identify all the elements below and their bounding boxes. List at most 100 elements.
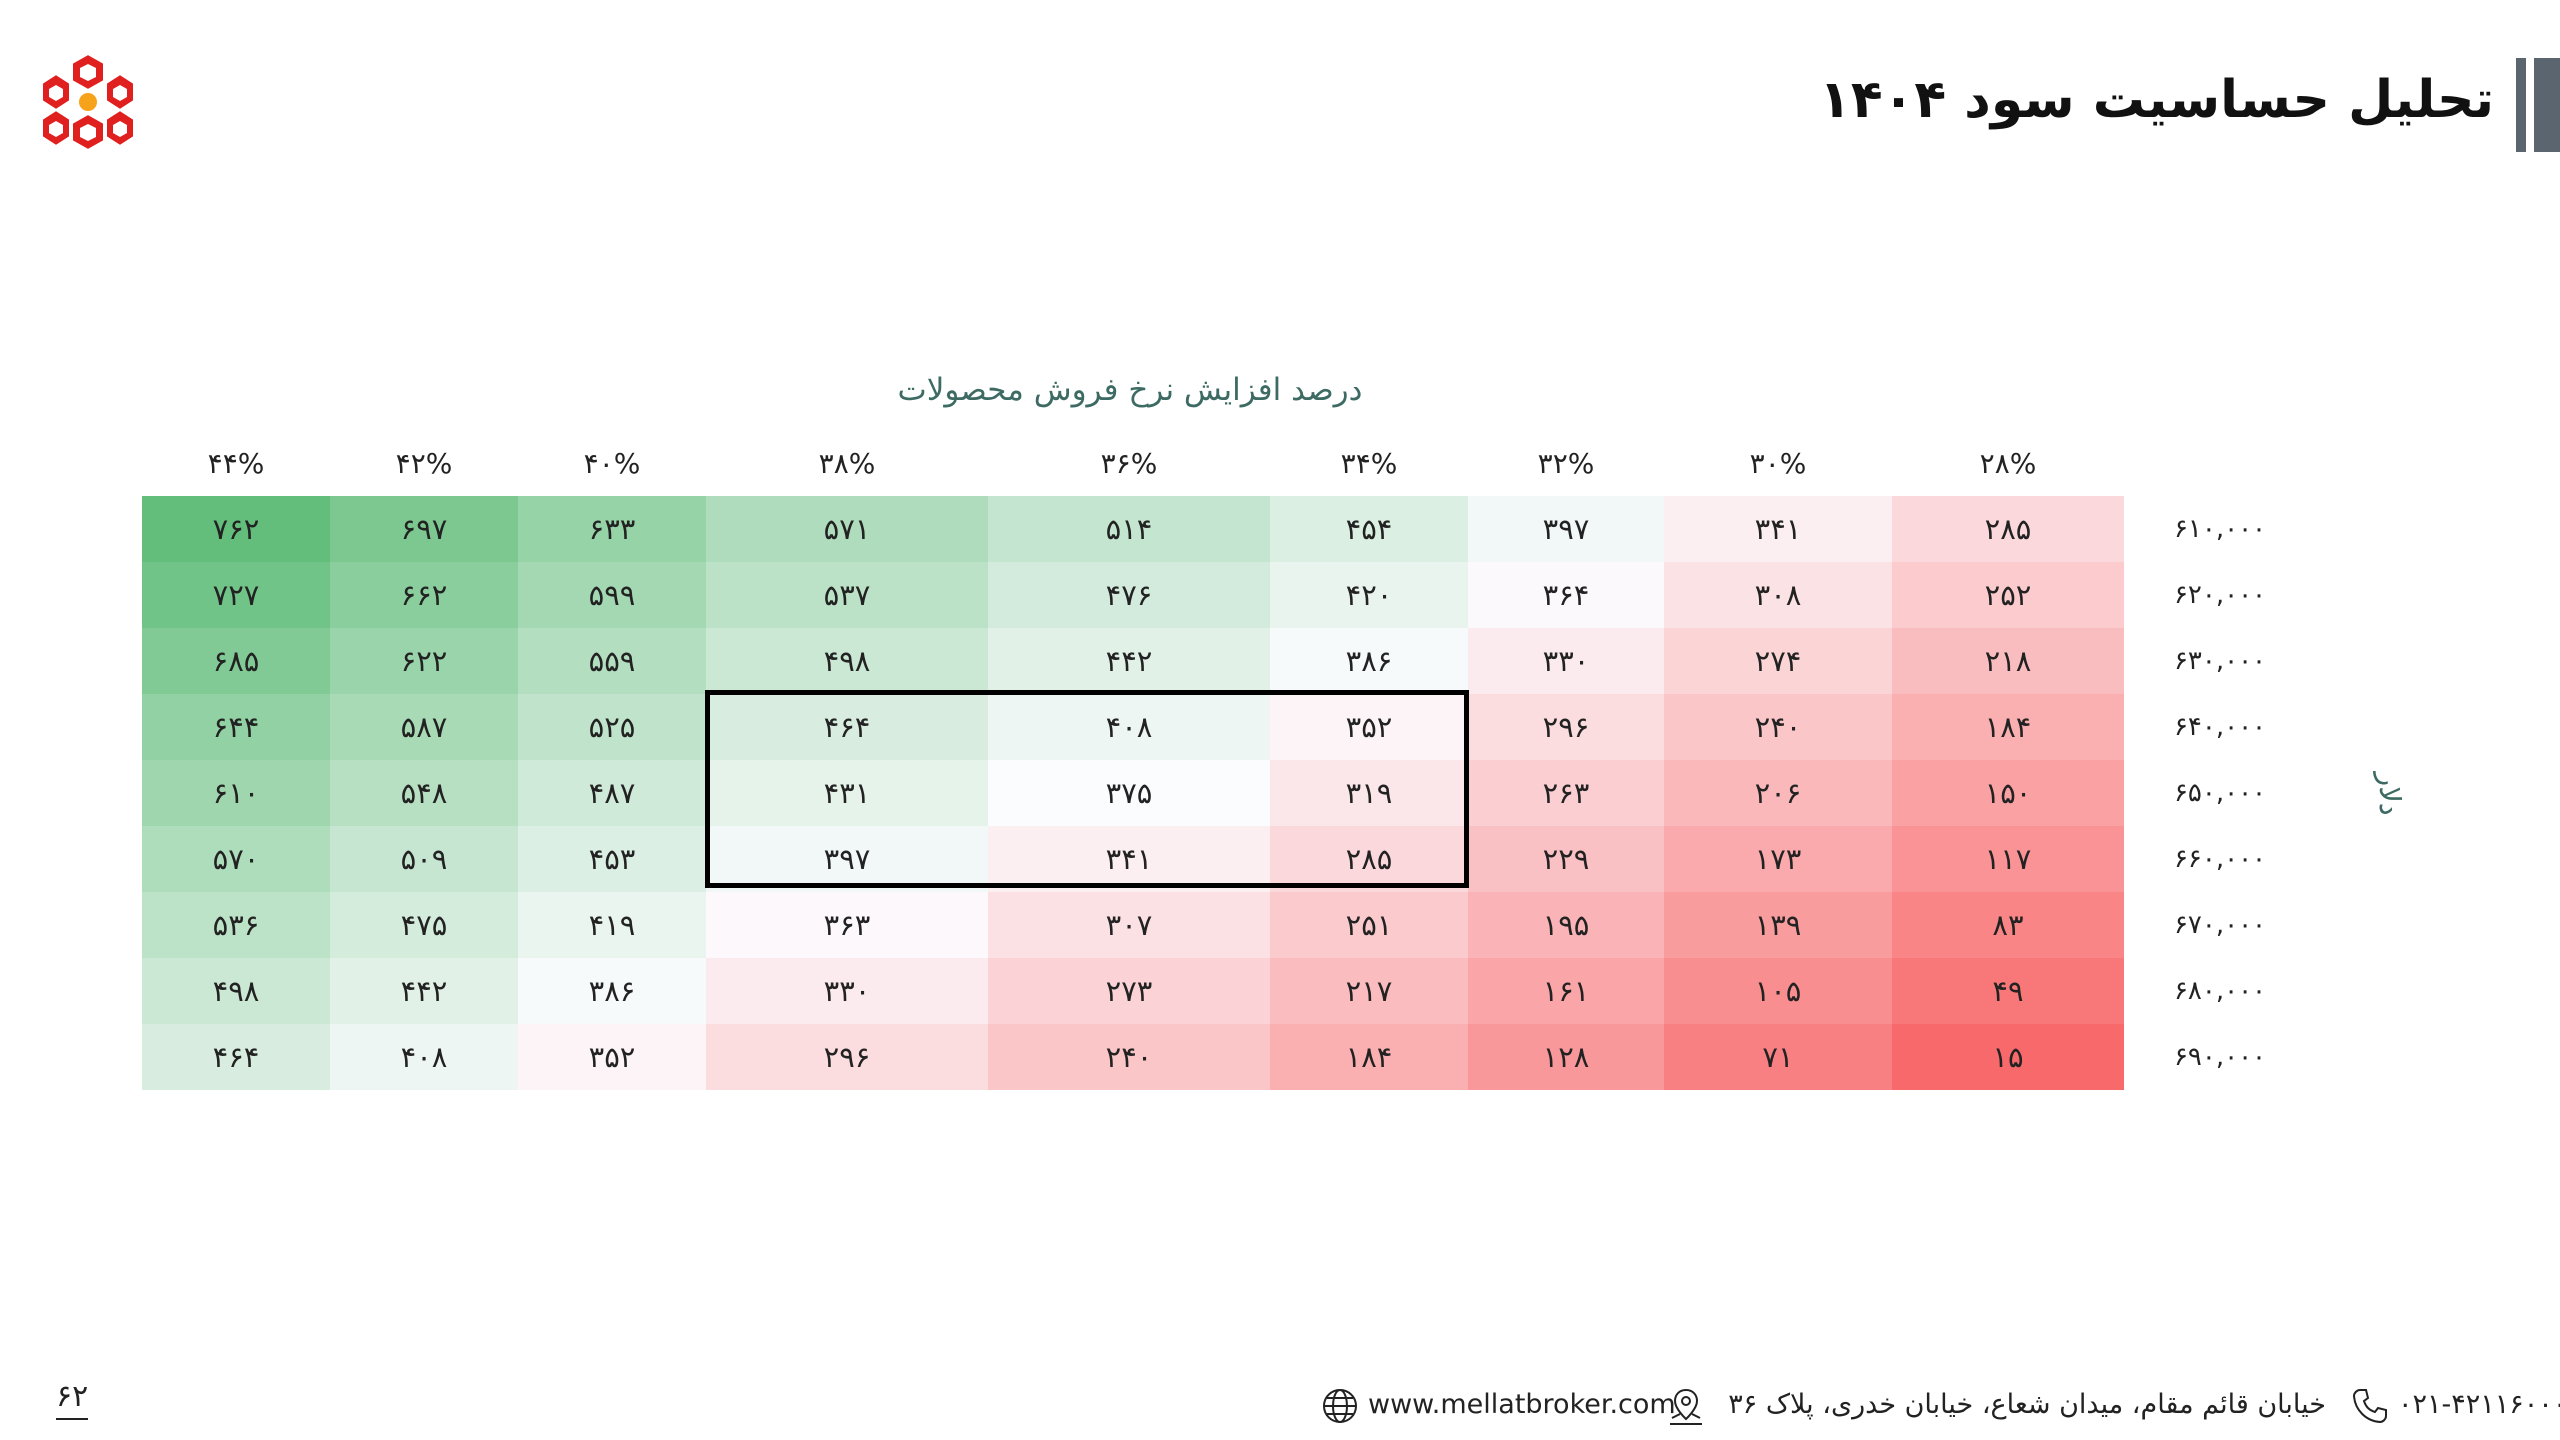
table-cell: ۱۵	[1892, 1024, 2124, 1090]
table-cell: ۵۷۰	[142, 826, 330, 892]
table-cell: ۱۵۰	[1892, 760, 2124, 826]
table-cell: ۴۹	[1892, 958, 2124, 1024]
column-header: ۴۲%	[395, 447, 453, 480]
table-cell: ۳۹۷	[1468, 496, 1664, 562]
table-cell: ۵۷۱	[706, 496, 988, 562]
table-cell: ۲۹۶	[706, 1024, 988, 1090]
globe-icon	[1323, 1389, 1357, 1423]
table-cell: ۶۴۴	[142, 694, 330, 760]
table-cell: ۴۲۰	[1270, 562, 1468, 628]
page-number: ۶۲	[56, 1380, 89, 1420]
table-cell: ۳۷۵	[988, 760, 1270, 826]
column-header: ۳۲%	[1537, 447, 1595, 480]
table-cell: ۲۶۳	[1468, 760, 1664, 826]
table-cell: ۲۲۹	[1468, 826, 1664, 892]
column-header: ۳۸%	[818, 447, 876, 480]
location-pin-icon	[1670, 1388, 1702, 1425]
table-cell: ۶۶۲	[330, 562, 518, 628]
table-cell: ۷۶۲	[142, 496, 330, 562]
row-label: ۶۲۰,۰۰۰	[2173, 580, 2267, 610]
table-cell: ۳۶۳	[706, 892, 988, 958]
table-cell: ۳۳۰	[1468, 628, 1664, 694]
table-cell: ۲۴۰	[988, 1024, 1270, 1090]
table-cell: ۴۵۳	[518, 826, 706, 892]
footer-address: خیابان قائم مقام، میدان شعاع، خیابان خدر…	[1728, 1389, 2326, 1420]
table-cell: ۴۷۵	[330, 892, 518, 958]
table-cell: ۱۸۴	[1892, 694, 2124, 760]
footer: ۰۲۱-۴۲۱۱۶۰۰۰ خیابان قائم مقام، میدان شعا…	[0, 1370, 2560, 1440]
table-cell: ۴۵۴	[1270, 496, 1468, 562]
table-cell: ۲۷۳	[988, 958, 1270, 1024]
table-cell: ۴۶۴	[142, 1024, 330, 1090]
column-header: ۳۴%	[1340, 447, 1398, 480]
table-cell: ۵۵۹	[518, 628, 706, 694]
table-cell: ۴۰۸	[988, 694, 1270, 760]
row-axis-label: دلار	[2373, 772, 2407, 816]
table-cell: ۱۸۴	[1270, 1024, 1468, 1090]
table-cell: ۵۹۹	[518, 562, 706, 628]
table-cell: ۱۱۷	[1892, 826, 2124, 892]
table-cell: ۳۶۴	[1468, 562, 1664, 628]
table-cell: ۲۵۲	[1892, 562, 2124, 628]
table-cell: ۶۳۳	[518, 496, 706, 562]
table-cell: ۴۱۹	[518, 892, 706, 958]
table-cell: ۲۱۸	[1892, 628, 2124, 694]
table-cell: ۴۹۸	[706, 628, 988, 694]
table-cell: ۲۴۰	[1664, 694, 1892, 760]
column-header: ۴۰%	[583, 447, 641, 480]
row-label: ۶۹۰,۰۰۰	[2173, 1042, 2267, 1072]
table-cell: ۲۷۴	[1664, 628, 1892, 694]
footer-phone: ۰۲۱-۴۲۱۱۶۰۰۰	[2398, 1389, 2560, 1420]
footer-website[interactable]: www.mellatbroker.com	[1368, 1389, 1676, 1420]
table-cell: ۴۴۲	[988, 628, 1270, 694]
table-cell: ۵۳۶	[142, 892, 330, 958]
table-cell: ۱۰۵	[1664, 958, 1892, 1024]
column-header: ۴۴%	[207, 447, 265, 480]
table-cell: ۷۱	[1664, 1024, 1892, 1090]
table-cell: ۶۲۲	[330, 628, 518, 694]
mellat-logo	[41, 52, 135, 152]
table-cell: ۲۸۵	[1892, 496, 2124, 562]
table-cell: ۶۹۷	[330, 496, 518, 562]
phone-icon	[2352, 1389, 2387, 1424]
table-cell: ۴۷۶	[988, 562, 1270, 628]
table-cell: ۴۹۸	[142, 958, 330, 1024]
row-label: ۶۵۰,۰۰۰	[2173, 778, 2267, 808]
table-cell: ۴۶۴	[706, 694, 988, 760]
table-cell: ۴۴۲	[330, 958, 518, 1024]
row-label: ۶۷۰,۰۰۰	[2173, 910, 2267, 940]
row-label: ۶۸۰,۰۰۰	[2173, 976, 2267, 1006]
row-label: ۶۶۰,۰۰۰	[2173, 844, 2267, 874]
table-cell: ۲۸۵	[1270, 826, 1468, 892]
table-cell: ۵۰۹	[330, 826, 518, 892]
column-header: ۳۶%	[1100, 447, 1158, 480]
table-cell: ۸۳	[1892, 892, 2124, 958]
table-cell: ۳۴۱	[1664, 496, 1892, 562]
table-cell: ۵۳۷	[706, 562, 988, 628]
row-label: ۶۳۰,۰۰۰	[2173, 646, 2267, 676]
column-header: ۲۸%	[1979, 447, 2037, 480]
table-cell: ۲۹۶	[1468, 694, 1664, 760]
table-cell: ۱۹۵	[1468, 892, 1664, 958]
table-cell: ۳۰۸	[1664, 562, 1892, 628]
column-headers: ۴۴% ۴۲% ۴۰% ۳۸% ۳۶% ۳۴% ۳۲% ۳۰% ۲۸%	[0, 444, 2560, 484]
table-cell: ۲۵۱	[1270, 892, 1468, 958]
page-title: تحلیل حساسیت سود ۱۴۰۴	[1819, 70, 2494, 130]
row-label: ۶۴۰,۰۰۰	[2173, 712, 2267, 742]
table-cell: ۴۰۸	[330, 1024, 518, 1090]
table-cell: ۳۴۱	[988, 826, 1270, 892]
table-cell: ۵۱۴	[988, 496, 1270, 562]
table-cell: ۳۸۶	[1270, 628, 1468, 694]
sensitivity-table: ۷۶۲ ۶۹۷ ۶۳۳ ۵۷۱ ۵۱۴ ۴۵۴ ۳۹۷ ۳۴۱ ۲۸۵ ۶۱۰,۰۰۰ ۷۲۷ ۶۶۲…	[0, 496, 2560, 1090]
table-cell: ۳۹۷	[706, 826, 988, 892]
table-cell: ۱۳۹	[1664, 892, 1892, 958]
table-cell: ۶۱۰	[142, 760, 330, 826]
table-cell: ۵۴۸	[330, 760, 518, 826]
table-cell: ۲۱۷	[1270, 958, 1468, 1024]
table-cell: ۳۰۷	[988, 892, 1270, 958]
table-cell: ۵۲۵	[518, 694, 706, 760]
table-cell: ۳۳۰	[706, 958, 988, 1024]
table-cell: ۴۸۷	[518, 760, 706, 826]
title-accent-bar	[2512, 58, 2560, 152]
table-cell: ۱۶۱	[1468, 958, 1664, 1024]
